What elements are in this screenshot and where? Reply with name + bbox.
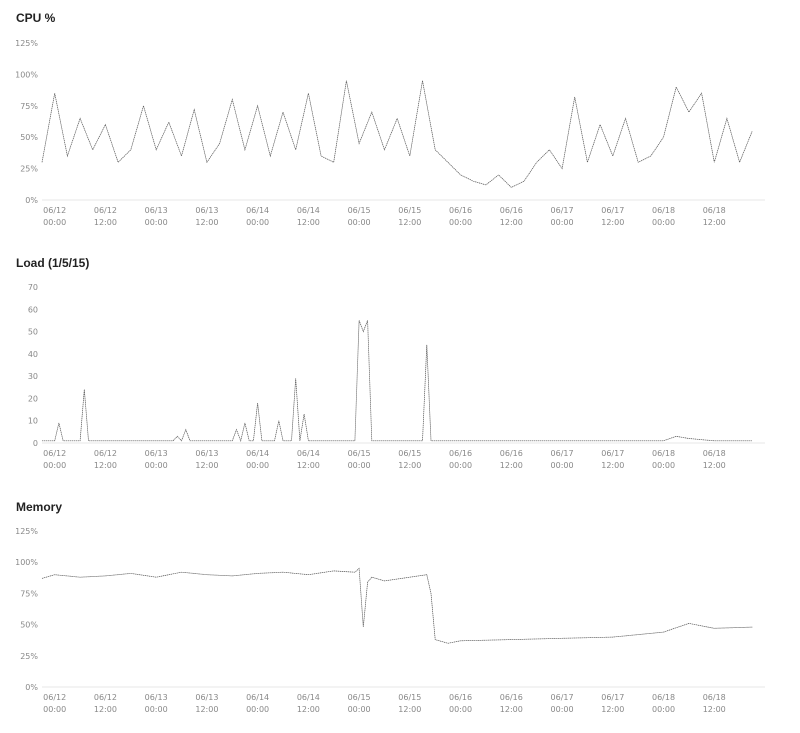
load-x-tick-label: 06/12 00:00 (43, 449, 66, 470)
cpu-x-tick-label: 06/13 00:00 (145, 206, 168, 227)
load-x-tick-label: 06/17 12:00 (601, 449, 624, 470)
memory-y-tick-label: 50% (20, 621, 38, 630)
cpu-x-tick-label: 06/15 12:00 (398, 206, 421, 227)
cpu-y-tick-label: 50% (20, 133, 38, 142)
load-chart-title: Load (1/5/15) (16, 256, 90, 270)
memory-x-tick-label: 06/14 00:00 (246, 693, 269, 714)
memory-x-tick-label: 06/18 00:00 (652, 693, 675, 714)
cpu-y-tick-label: 25% (20, 165, 38, 174)
load-y-tick-label: 40 (28, 350, 38, 359)
memory-x-tick-label: 06/14 12:00 (297, 693, 320, 714)
load-y-tick-label: 10 (28, 417, 38, 426)
load-series-line (42, 320, 753, 443)
memory-y-tick-label: 0% (25, 683, 38, 692)
cpu-series-line (41, 80, 753, 188)
load-panel: Load (1/5/15) 0 10 20 30 40 50 60 70 06/12 00:00 0… (0, 240, 800, 490)
load-x-tick-label: 06/14 12:00 (297, 449, 320, 470)
memory-x-tick-label: 06/12 00:00 (43, 693, 66, 714)
memory-chart: 0% 25% 50% 75% 100% 125% 06/12 00:00 06/12 12:00 0… (15, 527, 765, 714)
cpu-y-tick-label: 100% (15, 70, 38, 79)
cpu-x-tick-label: 06/16 00:00 (449, 206, 472, 227)
load-x-tick-label: 06/18 12:00 (703, 449, 726, 470)
cpu-x-tick-label: 06/12 12:00 (94, 206, 117, 227)
memory-x-tick-label: 06/13 00:00 (145, 693, 168, 714)
memory-y-tick-label: 100% (15, 558, 38, 567)
load-y-tick-label: 60 (28, 305, 38, 314)
load-x-tick-label: 06/15 00:00 (348, 449, 371, 470)
memory-y-tick-label: 75% (20, 589, 38, 598)
memory-x-tick-label: 06/15 12:00 (398, 693, 421, 714)
memory-x-tick-label: 06/18 12:00 (703, 693, 726, 714)
memory-series-line (41, 567, 753, 644)
memory-chart-title: Memory (16, 500, 63, 514)
cpu-x-tick-label: 06/17 12:00 (601, 206, 624, 227)
cpu-chart-title: CPU % (16, 11, 56, 25)
cpu-y-tick-label: 0% (25, 196, 38, 205)
load-y-tick-label: 20 (28, 394, 38, 403)
load-x-tick-label: 06/14 00:00 (246, 449, 269, 470)
load-x-tick-label: 06/13 00:00 (145, 449, 168, 470)
cpu-x-tick-label: 06/16 12:00 (500, 206, 523, 227)
cpu-chart: 0% 25% 50% 75% 100% 125% 06/12 00:00 06/12 12:00 0… (15, 39, 765, 227)
load-y-tick-label: 0 (33, 439, 38, 448)
load-x-tick-label: 06/17 00:00 (551, 449, 574, 470)
load-x-tick-label: 06/13 12:00 (195, 449, 218, 470)
load-y-tick-label: 70 (28, 283, 38, 292)
cpu-y-tick-label: 75% (20, 102, 38, 111)
cpu-x-tick-label: 06/14 12:00 (297, 206, 320, 227)
cpu-x-tick-label: 06/17 00:00 (551, 206, 574, 227)
memory-x-tick-label: 06/17 00:00 (551, 693, 574, 714)
cpu-x-tick-label: 06/18 00:00 (652, 206, 675, 227)
memory-x-tick-label: 06/17 12:00 (601, 693, 624, 714)
memory-x-tick-label: 06/16 12:00 (500, 693, 523, 714)
memory-y-tick-label: 25% (20, 652, 38, 661)
cpu-x-tick-label: 06/12 00:00 (43, 206, 66, 227)
cpu-x-tick-label: 06/14 00:00 (246, 206, 269, 227)
load-y-tick-label: 50 (28, 328, 38, 337)
cpu-x-tick-label: 06/18 12:00 (703, 206, 726, 227)
memory-x-tick-label: 06/13 12:00 (195, 693, 218, 714)
load-x-tick-label: 06/18 00:00 (652, 449, 675, 470)
memory-x-tick-label: 06/16 00:00 (449, 693, 472, 714)
load-x-tick-label: 06/16 00:00 (449, 449, 472, 470)
memory-y-tick-label: 125% (15, 527, 38, 536)
cpu-panel: CPU % 0% 25% 50% 75% 100% 125% 06/12 00:00 06/12… (0, 0, 800, 240)
cpu-x-tick-label: 06/13 12:00 (195, 206, 218, 227)
load-x-tick-label: 06/15 12:00 (398, 449, 421, 470)
load-x-tick-label: 06/16 12:00 (500, 449, 523, 470)
memory-panel: Memory 0% 25% 50% 75% 100% 125% 06/12 00:00 06/1… (0, 490, 800, 733)
load-y-tick-label: 30 (28, 372, 38, 381)
load-x-tick-label: 06/12 12:00 (94, 449, 117, 470)
load-chart: 0 10 20 30 40 50 60 70 06/12 00:00 06/12 12:00 06/13… (28, 283, 765, 470)
memory-x-tick-label: 06/12 12:00 (94, 693, 117, 714)
memory-x-tick-label: 06/15 00:00 (348, 693, 371, 714)
cpu-y-tick-label: 125% (15, 39, 38, 48)
cpu-x-tick-label: 06/15 00:00 (348, 206, 371, 227)
